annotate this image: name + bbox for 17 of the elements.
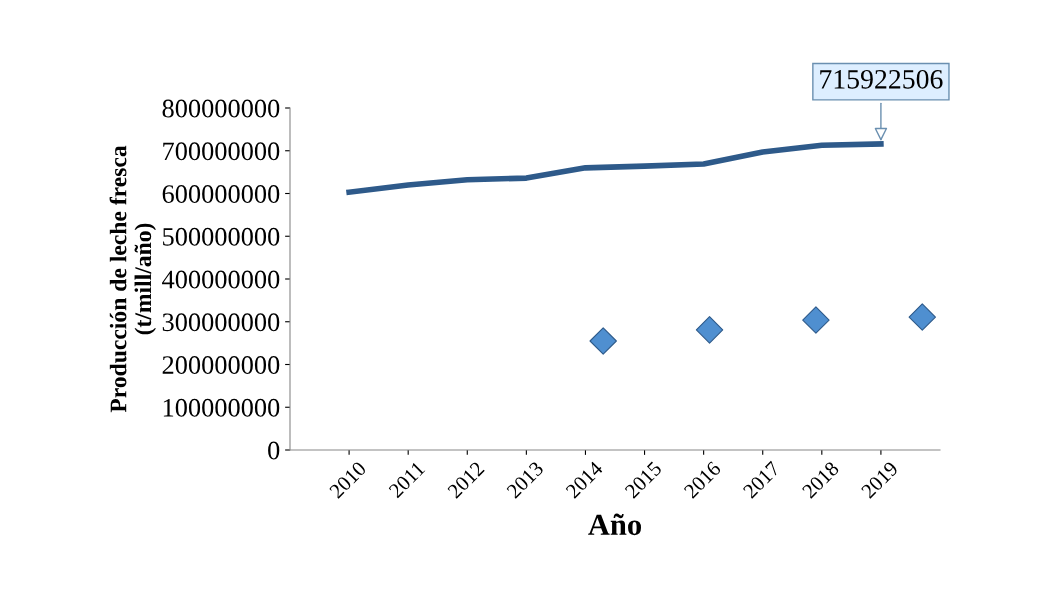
point bbox=[802, 306, 830, 334]
y-tick-label: 200000000 bbox=[162, 356, 280, 374]
x-axis-title: Año bbox=[588, 513, 641, 536]
y-axis-title: Producción de leche fresca (t/mill/año) bbox=[109, 145, 156, 413]
y-tick-label: 300000000 bbox=[162, 313, 280, 332]
x-tick-label: 2011 bbox=[388, 461, 426, 499]
point bbox=[908, 303, 937, 331]
y-tick-label: 400000000 bbox=[162, 270, 280, 289]
y-tick-label: 100000000 bbox=[163, 398, 280, 417]
y-tick-label: 500000000 bbox=[163, 227, 280, 246]
point bbox=[589, 327, 617, 355]
point bbox=[695, 316, 724, 344]
y-tick-label: 0 bbox=[268, 441, 280, 460]
annotation: 715922506 bbox=[820, 69, 943, 89]
y-tick-label: 800000000 bbox=[162, 99, 280, 118]
y-tick-label: 600000000 bbox=[162, 185, 280, 203]
y-tick-label: 700000000 bbox=[163, 142, 280, 161]
